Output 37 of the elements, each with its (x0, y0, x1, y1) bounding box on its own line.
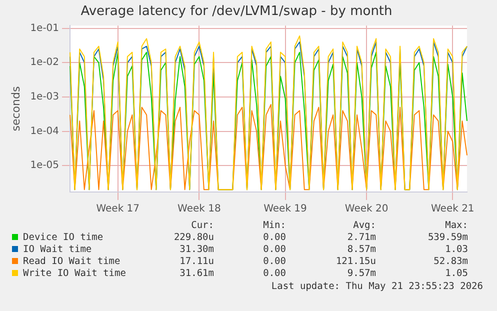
y-tick-label: 1e-05 (30, 160, 60, 172)
text: 0.00 (262, 244, 286, 256)
x-tick-label: Week 21 (430, 204, 474, 215)
text: 229.80u (172, 232, 214, 244)
y-tick-label: 1e-01 (30, 22, 60, 34)
legend-label: Read IO Wait time (22, 256, 122, 268)
text: 52.83m (432, 256, 468, 268)
text: 0.00 (262, 268, 286, 280)
text: 0.00 (262, 232, 286, 244)
x-tick-label: Week 20 (344, 204, 388, 215)
text: 2.71m (346, 232, 376, 244)
text: 0.00 (262, 256, 286, 268)
legend-label: Device IO time (22, 232, 104, 244)
y-tick-label: 1e-03 (30, 92, 60, 103)
text: 9.57m (346, 268, 376, 280)
text: Max: (444, 220, 468, 232)
y-axis-title: seconds (9, 86, 22, 132)
text: 121.15u (334, 256, 376, 268)
y-tick-label: 1e-04 (30, 126, 60, 137)
text: 31.30m (178, 244, 214, 256)
legend-label: Write IO Wait time (22, 268, 127, 280)
text: 1.05 (444, 268, 468, 280)
text: Avg: (352, 220, 376, 232)
text: Cur: (190, 220, 214, 232)
text: 8.57m (346, 244, 376, 256)
y-tick-label: 1e-02 (30, 57, 60, 68)
chart-title: Average latency for /dev/LVM1/swap - by month (80, 4, 392, 20)
text: 17.11u (178, 256, 214, 268)
legend-label: IO Wait time (22, 244, 93, 256)
text: Min: (262, 220, 286, 232)
text: 539.59m (426, 232, 468, 244)
text: 31.61m (178, 268, 214, 280)
text: 1.03 (444, 244, 468, 256)
x-tick-label: Week 19 (264, 204, 307, 215)
x-tick-label: Week 18 (178, 204, 221, 215)
x-tick-label: Week 17 (96, 204, 140, 215)
text: Last update: Thu May 21 23:55:23 2026 (271, 281, 483, 292)
